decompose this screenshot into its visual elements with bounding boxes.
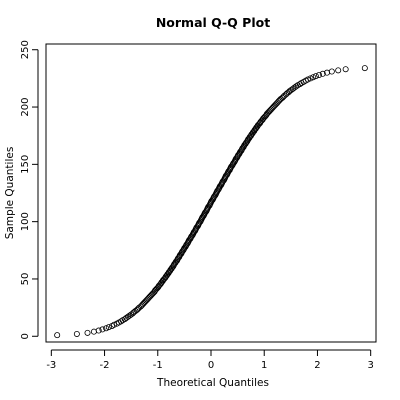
x-tick-label: -1 <box>153 360 163 371</box>
y-axis-label: Sample Quantiles <box>4 147 16 240</box>
data-point <box>99 326 106 333</box>
chart-title: Normal Q-Q Plot <box>156 15 270 30</box>
x-tick-label: -3 <box>46 360 56 371</box>
data-point <box>361 65 368 72</box>
data-point <box>73 330 80 337</box>
data-point <box>310 74 317 81</box>
data-point <box>54 332 61 339</box>
data-point <box>312 73 319 80</box>
x-tick-label: 2 <box>314 360 320 371</box>
x-tick-label: 3 <box>367 360 373 371</box>
plot-frame <box>45 43 377 343</box>
data-point <box>105 324 112 331</box>
y-tick-label: 150 <box>20 155 31 174</box>
data-point <box>84 329 91 336</box>
x-tick-label: 0 <box>208 360 214 371</box>
y-tick-label: 200 <box>20 97 31 116</box>
y-tick-label: 250 <box>20 40 31 59</box>
data-point <box>95 327 102 334</box>
y-tick-label: 0 <box>20 333 31 339</box>
data-point <box>342 66 349 73</box>
data-point <box>304 76 311 83</box>
data-point <box>111 321 118 328</box>
data-point <box>316 71 323 78</box>
y-tick-label: 100 <box>20 212 31 231</box>
data-point <box>319 70 326 77</box>
data-points <box>54 65 368 339</box>
y-tick-label: 50 <box>20 273 31 286</box>
data-point <box>335 67 342 74</box>
data-point <box>328 68 335 75</box>
data-point <box>307 75 314 82</box>
data-point <box>103 325 110 332</box>
x-axis: -3 -2 -1 0 1 2 3 <box>46 349 374 371</box>
x-tick-label: 1 <box>261 360 267 371</box>
x-tick-label: -2 <box>100 360 110 371</box>
y-axis: 0 50 100 150 200 250 <box>20 40 39 339</box>
x-axis-label: Theoretical Quantiles <box>156 377 269 389</box>
